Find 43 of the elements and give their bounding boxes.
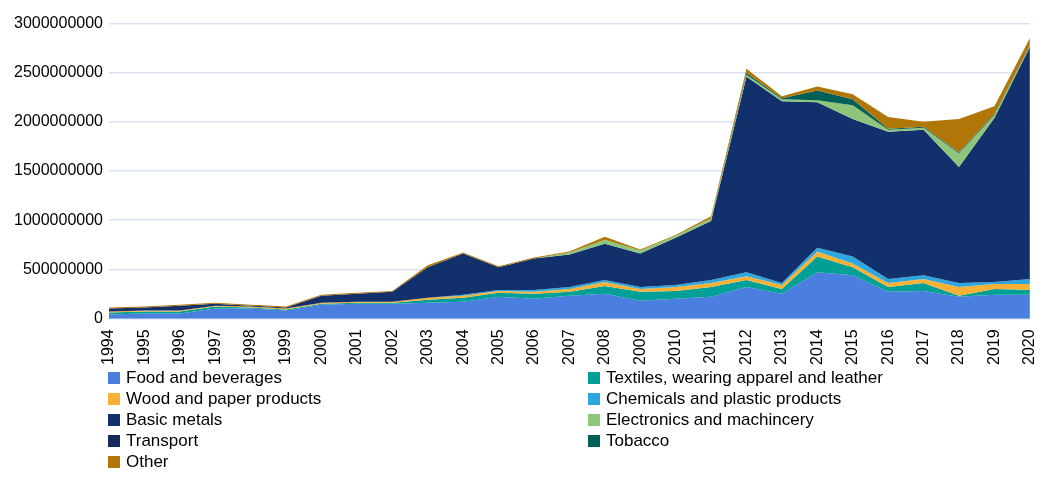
x-tick-label: 2017 (913, 329, 931, 365)
x-tick-label: 2003 (418, 329, 436, 365)
legend-label: Tobacco (606, 431, 670, 451)
legend-label: Other (126, 452, 169, 472)
y-tick-label: 0 (94, 308, 104, 326)
x-tick-label: 1995 (134, 329, 152, 365)
x-tick-label: 1998 (241, 329, 259, 365)
y-tick-label: 1000000000 (14, 210, 104, 228)
legend-label: Electronics and machincery (606, 410, 814, 430)
x-tick-label: 2009 (630, 329, 648, 365)
legend-label: Food and beverages (126, 368, 282, 388)
x-tick-label: 2004 (453, 329, 471, 365)
legend-label: Basic metals (126, 410, 223, 430)
x-tick-label: 2014 (807, 329, 825, 365)
y-tick-label: 1500000000 (14, 161, 104, 179)
x-tick-label: 2018 (949, 329, 967, 365)
x-tick-label: 1999 (276, 329, 294, 365)
legend-label: Textiles, wearing apparel and leather (606, 368, 883, 388)
legend-label: Wood and paper products (126, 389, 322, 409)
x-tick-label: 2005 (488, 329, 506, 365)
x-tick-label: 2006 (524, 329, 542, 365)
y-tick-label: 2500000000 (14, 63, 104, 81)
y-tick-label: 3000000000 (14, 14, 104, 32)
x-tick-label: 1997 (205, 329, 223, 365)
x-tick-label: 1996 (170, 329, 188, 365)
x-tick-label: 2012 (736, 329, 754, 365)
x-tick-label: 1994 (99, 329, 117, 365)
x-tick-label: 2007 (559, 329, 577, 365)
x-tick-label: 2002 (382, 329, 400, 365)
x-tick-label: 2001 (347, 329, 365, 365)
legend-label: Chemicals and plastic products (606, 389, 842, 409)
y-tick-label: 2000000000 (14, 112, 104, 130)
x-tick-label: 2019 (984, 329, 1002, 365)
x-tick-label: 2000 (311, 329, 329, 365)
x-tick-label: 2010 (666, 329, 684, 365)
x-tick-label: 2013 (772, 329, 790, 365)
x-tick-label: 2011 (701, 329, 719, 364)
x-tick-label: 2015 (843, 329, 861, 365)
legend-label: Transport (126, 431, 199, 451)
x-tick-label: 2016 (878, 329, 896, 365)
x-tick-label: 2008 (595, 329, 613, 365)
y-tick-label: 500000000 (22, 259, 104, 277)
x-tick-label: 2020 (1020, 329, 1038, 365)
